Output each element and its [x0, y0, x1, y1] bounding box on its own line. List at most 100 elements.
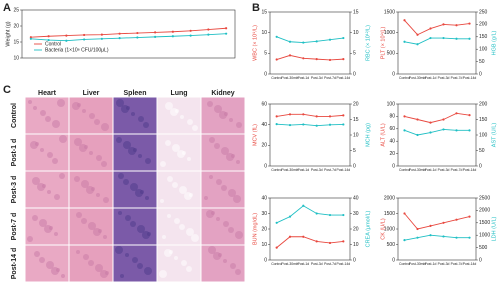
data-point — [468, 215, 471, 218]
row-label: Post-14 d — [11, 248, 18, 280]
tissue-texture — [187, 119, 193, 125]
data-point — [328, 241, 332, 245]
tissue-texture — [138, 116, 144, 122]
data-point — [342, 58, 345, 61]
tissue-texture — [82, 109, 86, 113]
x-tick-label: Post-1d — [425, 76, 437, 80]
data-point — [429, 131, 432, 134]
y2-tick-label: 0 — [479, 257, 482, 263]
tissue-texture — [223, 221, 229, 227]
data-point — [154, 31, 157, 34]
data-point — [416, 118, 419, 121]
tissue-texture — [125, 215, 131, 221]
y-tick-label: 40 — [261, 122, 267, 128]
data-point — [47, 35, 50, 38]
y-tick-label: 40 — [261, 195, 267, 201]
row-label: Control — [11, 103, 18, 128]
tissue-texture — [32, 177, 40, 185]
tissue-texture — [74, 138, 82, 146]
y-tick-label: 500 — [387, 242, 396, 248]
tissue-texture — [186, 228, 194, 236]
series-line — [276, 236, 344, 248]
tissue-texture — [235, 231, 243, 239]
y2-tick-label: 15 — [353, 117, 359, 123]
y-tick-label: 30 — [261, 211, 267, 217]
tissue-texture — [95, 264, 103, 272]
tissue-texture — [32, 215, 38, 221]
tissue-texture — [172, 144, 180, 152]
x-tick-label: Post-14d — [337, 76, 351, 80]
y-tick-label: 0 — [392, 163, 395, 169]
y-tick-label: 80 — [389, 114, 395, 120]
tissue-texture — [59, 135, 67, 143]
data-point — [416, 33, 419, 36]
tissue-texture — [101, 161, 107, 167]
data-point — [315, 240, 318, 243]
data-point — [302, 113, 305, 116]
y-axis-label: MCV (fL) — [252, 124, 258, 146]
y-axis-label: PLT (× 10⁹/L) — [379, 27, 386, 60]
y2-axis-label: AST (U/L) — [491, 123, 497, 148]
tissue-texture — [51, 267, 59, 275]
plot-frame — [269, 11, 351, 75]
data-point — [100, 37, 103, 40]
tissue-texture — [27, 236, 33, 242]
tissue-texture — [47, 190, 51, 194]
series-line — [30, 27, 227, 38]
data-point — [189, 29, 192, 32]
tissue-texture — [76, 212, 82, 218]
x-tick-label: Post-30min — [281, 76, 298, 80]
data-point — [416, 236, 419, 239]
data-point — [315, 58, 318, 61]
data-point — [65, 39, 68, 42]
tissue-texture — [204, 196, 208, 200]
tissue-texture — [184, 192, 192, 200]
data-point — [302, 123, 305, 126]
data-point — [455, 129, 458, 132]
data-point — [207, 28, 210, 31]
x-tick-label: Post-7d — [324, 76, 336, 80]
data-point — [225, 27, 228, 30]
tissue-texture — [28, 100, 32, 104]
data-point — [328, 123, 332, 126]
y-tick-label: 20 — [261, 143, 267, 149]
tissue-texture — [118, 173, 124, 179]
y2-tick-label: 5 — [353, 51, 356, 57]
tissue-texture — [128, 147, 136, 155]
series-line — [404, 213, 470, 230]
data-point — [416, 133, 419, 137]
tissue-texture — [226, 153, 234, 161]
column-header: Spleen — [124, 90, 147, 97]
x-tick-label: Post-3d — [311, 262, 323, 266]
tissue-texture — [170, 108, 178, 116]
series-line — [276, 54, 344, 61]
tissue-texture — [228, 189, 236, 197]
tissue-texture — [83, 254, 89, 260]
y2-tick-label: 2000 — [479, 208, 490, 214]
data-point — [100, 33, 103, 36]
data-point — [328, 115, 332, 118]
y2-tick-label: 200 — [479, 22, 488, 28]
y-tick-label: 0 — [264, 71, 267, 77]
data-point — [455, 24, 458, 27]
tissue-texture — [96, 193, 100, 197]
tissue-texture — [209, 137, 215, 143]
y-tick-label: 1500 — [384, 211, 395, 217]
tissue-texture — [213, 252, 221, 260]
y2-tick-label: 20 — [353, 101, 359, 107]
series-line — [276, 123, 344, 127]
tissue-texture — [59, 173, 65, 179]
y2-tick-label: 150 — [479, 117, 488, 123]
data-point — [207, 33, 210, 36]
data-point — [455, 37, 458, 40]
series-line — [276, 113, 344, 117]
data-point — [302, 204, 305, 207]
tissue-texture — [135, 189, 143, 197]
data-point — [275, 221, 278, 224]
data-point — [275, 58, 278, 61]
tissue-texture — [131, 112, 135, 116]
data-point — [315, 212, 318, 215]
data-point — [302, 57, 305, 60]
tissue-texture — [89, 113, 95, 119]
